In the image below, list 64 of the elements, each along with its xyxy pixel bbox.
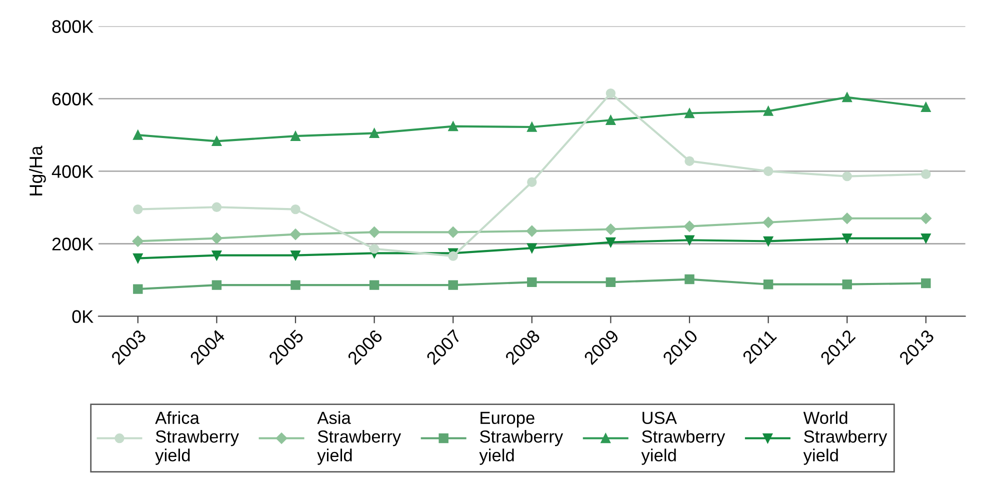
point — [133, 284, 143, 294]
point — [921, 169, 931, 180]
y-tick-label: 0K — [72, 310, 94, 323]
point — [133, 130, 143, 140]
point — [448, 121, 458, 132]
point — [290, 280, 300, 290]
legend-label: World Strawberry yield — [803, 411, 888, 465]
point — [921, 278, 931, 288]
point — [526, 225, 538, 237]
point — [212, 136, 222, 146]
point — [133, 253, 143, 264]
point — [132, 236, 144, 247]
y-axis-title: Hg/Ha — [29, 146, 46, 196]
point — [920, 212, 932, 224]
point — [447, 226, 459, 238]
y-tick-label: 800K — [52, 20, 94, 33]
point — [369, 128, 380, 138]
point — [290, 204, 300, 214]
point — [527, 122, 537, 132]
point — [763, 106, 774, 116]
point — [762, 216, 774, 228]
y-tick-label: 600K — [52, 92, 94, 106]
point — [368, 226, 380, 238]
point — [684, 108, 694, 118]
point — [448, 251, 458, 261]
point — [684, 220, 696, 232]
point — [763, 166, 774, 176]
point — [842, 171, 852, 182]
y-tick-label: 400K — [52, 165, 94, 178]
point — [527, 243, 537, 253]
y-tick-label: 200K — [52, 238, 94, 250]
legend-label: USA Strawberry yield — [641, 412, 726, 465]
point — [527, 177, 537, 187]
point — [212, 202, 222, 212]
point — [290, 228, 302, 240]
legend-label: Africa Strawberry yield — [155, 411, 239, 465]
point — [763, 236, 774, 246]
point — [606, 115, 616, 125]
point — [763, 279, 774, 290]
point — [921, 102, 931, 112]
point — [212, 280, 222, 290]
point — [842, 92, 852, 102]
point — [841, 212, 853, 224]
point — [684, 156, 694, 166]
point — [842, 233, 852, 244]
point — [290, 250, 300, 260]
point — [369, 244, 380, 254]
point — [921, 233, 931, 244]
point — [606, 88, 616, 98]
point — [684, 274, 694, 284]
point — [212, 250, 222, 260]
point — [290, 131, 300, 141]
legend-label: Europe Strawberry yield — [479, 412, 564, 465]
point — [527, 277, 537, 288]
point — [133, 204, 143, 214]
point — [606, 277, 616, 288]
point — [684, 235, 694, 245]
point — [369, 280, 380, 290]
legend-label: Asia Strawberry yield — [317, 411, 402, 465]
point — [842, 279, 852, 290]
point — [448, 280, 458, 290]
point — [605, 224, 616, 235]
point — [211, 232, 222, 244]
point — [606, 237, 616, 248]
